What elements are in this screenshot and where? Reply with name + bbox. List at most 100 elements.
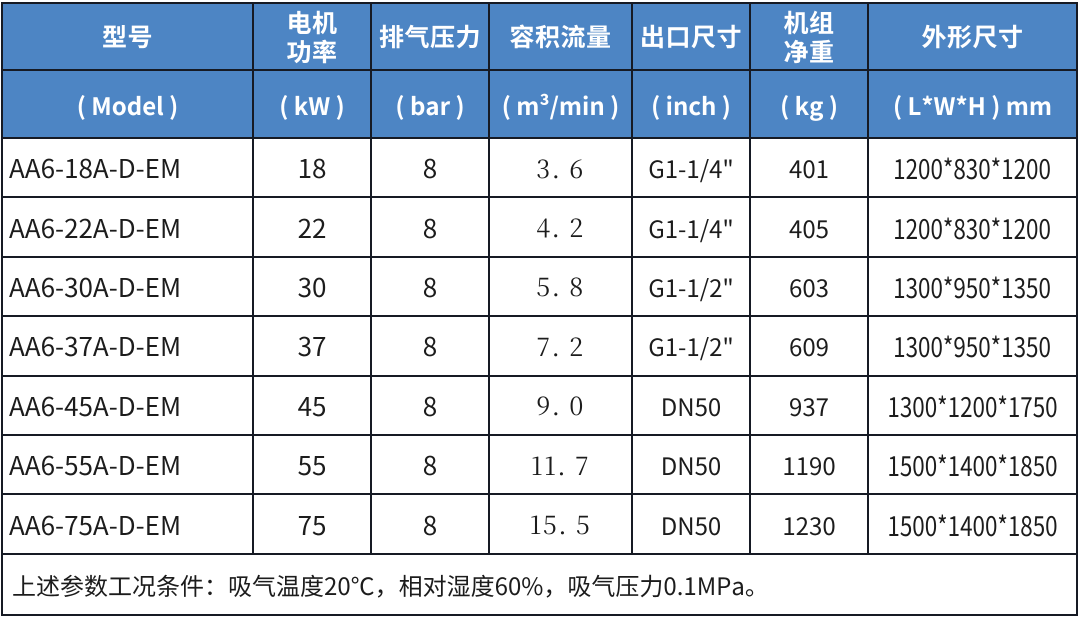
cell-value: 603 [789, 268, 829, 304]
cell-model-row7: AA6-75A-D-EM [3, 495, 252, 553]
cell-value: 3. 6 [536, 149, 585, 186]
cell-model-row2: AA6-22A-D-EM [3, 198, 252, 256]
cell-value: 8 [422, 149, 438, 187]
cell-value: 15. 5 [529, 506, 592, 543]
cell-value: 8 [422, 386, 438, 424]
column-unit-pressure: ( bar ) [372, 71, 488, 137]
column-unit-label: ( Model ) [76, 86, 179, 122]
column-unit-outlet: ( inch ) [633, 71, 749, 137]
cell-value: 401 [789, 150, 829, 186]
column-unit-label: ( L*W*H ) mm [892, 86, 1053, 122]
cell-pressure-row1: 8 [372, 139, 488, 197]
cell-power-row7: 75 [254, 495, 370, 553]
cell-dims-row7: 1500*1400*1850 [869, 495, 1076, 553]
cell-outlet-row5: DN50 [633, 376, 749, 434]
cell-value: G1-1/2" [648, 328, 734, 364]
column-header-model: 型号 [3, 4, 252, 69]
cell-value: AA6-30A-D-EM [9, 267, 182, 305]
cell-value: 45 [297, 386, 327, 424]
cell-value: 1300*950*1350 [893, 266, 1052, 306]
cell-value: AA6-55A-D-EM [9, 446, 182, 484]
cell-power-row1: 18 [254, 139, 370, 197]
cell-value: 937 [789, 387, 829, 423]
cell-pressure-row2: 8 [372, 198, 488, 256]
column-title-line1: 容积流量 [509, 18, 612, 54]
cell-outlet-row1: G1-1/4" [633, 139, 749, 197]
cell-value: 8 [422, 327, 438, 365]
cell-value: 37 [297, 327, 327, 365]
cell-power-row2: 22 [254, 198, 370, 256]
cell-value: 1200*830*1200 [893, 148, 1052, 188]
cell-value: G1-1/4" [648, 209, 734, 245]
cell-flow-row2: 4. 2 [490, 198, 631, 256]
cell-value: 1300*950*1350 [893, 326, 1052, 366]
cell-value: 8 [422, 446, 438, 484]
cell-pressure-row3: 8 [372, 257, 488, 316]
cell-value: DN50 [660, 447, 722, 483]
cell-pressure-row5: 8 [372, 376, 488, 434]
column-unit-weight: ( kg ) [751, 71, 867, 137]
column-header-weight: 机组 净重 [751, 4, 867, 69]
column-title-line1: 型号 [101, 18, 153, 54]
cell-model-row3: AA6-30A-D-EM [3, 257, 252, 316]
cell-pressure-row7: 8 [372, 495, 488, 553]
cell-weight-row4: 609 [751, 317, 867, 375]
cell-power-row3: 30 [254, 257, 370, 316]
cell-pressure-row4: 8 [372, 317, 488, 375]
cell-value: DN50 [660, 506, 722, 542]
column-unit-label: ( bar ) [395, 86, 465, 122]
cell-dims-row6: 1500*1400*1850 [869, 435, 1076, 494]
column-unit-label: ( kg ) [780, 86, 838, 122]
cell-value: 8 [422, 208, 438, 246]
cell-weight-row5: 937 [751, 376, 867, 434]
column-title-line1: 机组 [783, 3, 835, 40]
column-unit-label: ( kW ) [279, 86, 345, 122]
column-unit-label: ( inch ) [651, 86, 731, 122]
cell-value: 11. 7 [530, 446, 591, 483]
cell-flow-row7: 15. 5 [490, 495, 631, 553]
cell-model-row6: AA6-55A-D-EM [3, 435, 252, 494]
cell-value: 9. 0 [536, 387, 585, 424]
cell-power-row6: 55 [254, 435, 370, 494]
cell-power-row4: 37 [254, 317, 370, 375]
cell-model-row4: AA6-37A-D-EM [3, 317, 252, 375]
cell-dims-row5: 1300*1200*1750 [869, 376, 1076, 434]
cell-value: 1200*830*1200 [893, 207, 1052, 247]
cell-weight-row3: 603 [751, 257, 867, 316]
cell-value: 18 [297, 149, 327, 187]
cell-value: G1-1/2" [648, 268, 734, 304]
cell-outlet-row6: DN50 [633, 435, 749, 494]
cell-value: 55 [297, 446, 327, 484]
cell-value: G1-1/4" [648, 150, 734, 186]
column-title-line1: 电机 [286, 3, 338, 40]
cell-dims-row4: 1300*950*1350 [869, 317, 1076, 375]
column-title-line2: 净重 [783, 32, 835, 69]
cell-dims-row1: 1200*830*1200 [869, 139, 1076, 197]
column-unit-power: ( kW ) [254, 71, 370, 137]
column-title-line1: 外形尺寸 [921, 18, 1024, 54]
cell-dims-row3: 1300*950*1350 [869, 257, 1076, 316]
column-header-flow: 容积流量 [490, 4, 631, 69]
cell-value: 4. 2 [536, 209, 585, 246]
cell-value: 22 [297, 208, 327, 246]
cell-value: AA6-22A-D-EM [9, 208, 182, 246]
cell-weight-row7: 1230 [751, 495, 867, 553]
column-header-outlet: 出口尺寸 [633, 4, 749, 69]
cell-power-row5: 45 [254, 376, 370, 434]
cell-value: 75 [297, 505, 327, 543]
column-unit-model: ( Model ) [3, 71, 252, 137]
cell-pressure-row6: 8 [372, 435, 488, 494]
cell-value: 7. 2 [536, 327, 585, 364]
column-title-line2: 功率 [286, 32, 338, 69]
cell-value: 1230 [782, 506, 836, 542]
cell-value: 609 [789, 328, 829, 364]
column-unit-label: ( m³/min ) [501, 86, 620, 122]
cell-flow-row5: 9. 0 [490, 376, 631, 434]
column-unit-dims: ( L*W*H ) mm [869, 71, 1076, 137]
column-header-power: 电机 功率 [254, 4, 370, 69]
cell-value: 405 [789, 209, 829, 245]
cell-model-row1: AA6-18A-D-EM [3, 139, 252, 197]
column-title-line1: 出口尺寸 [639, 18, 742, 54]
column-header-dims: 外形尺寸 [869, 4, 1076, 69]
